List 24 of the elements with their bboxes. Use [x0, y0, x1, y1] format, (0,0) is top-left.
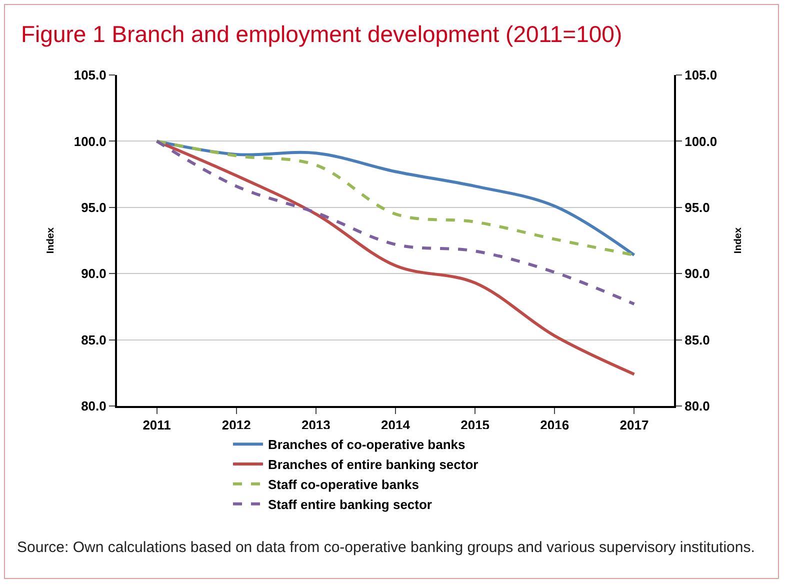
y2-tick-label: 105.0 [684, 68, 718, 83]
y2-tick-label: 85.0 [684, 332, 710, 348]
chart-title: Figure 1 Branch and employment development (2011=100) [21, 21, 622, 48]
y-tick-label: 95.0 [81, 200, 106, 215]
y-tick-label: 90.0 [81, 266, 106, 282]
legend-label: Staff entire banking sector [268, 496, 432, 512]
y2-tick-label: 95.0 [684, 200, 710, 215]
y-axis-title: Index [45, 227, 56, 254]
y2-tick-label: 100.0 [684, 134, 718, 149]
y-tick-label: 105.0 [74, 68, 106, 83]
source-note: Source: Own calculations based on data from co-operative banking groups and various supervisory institutions. [17, 538, 756, 557]
y-tick-label: 100.0 [74, 134, 106, 149]
y2-axis-title: Index [733, 227, 744, 254]
y2-tick-label: 90.0 [684, 266, 710, 282]
legend-label: Staff co-operative banks [268, 476, 419, 492]
y-tick-label: 85.0 [81, 332, 106, 348]
y2-tick-label: 80.0 [684, 398, 710, 414]
line-series [155, 140, 636, 257]
x-tick-label: 2011 [142, 418, 171, 433]
legend-label: Branches of entire banking sector [268, 457, 478, 472]
line-series [155, 140, 636, 306]
y-tick-label: 80.0 [81, 398, 106, 414]
legend-label: Branches of co-operative banks [268, 437, 466, 452]
x-tick-label: 2017 [620, 418, 649, 433]
